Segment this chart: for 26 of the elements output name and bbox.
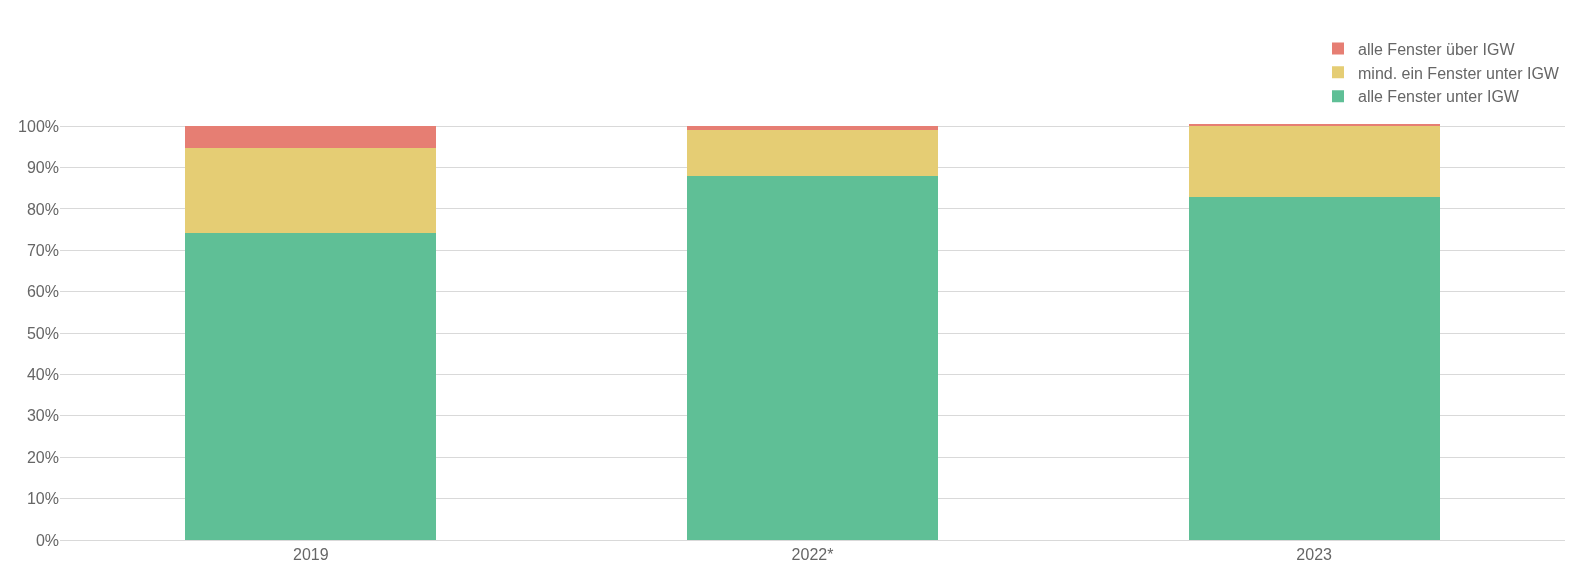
x-tick-label: 2023 [1296, 546, 1333, 564]
bar [1188, 124, 1440, 127]
bar [185, 232, 437, 540]
y-tick-label: 70% [26, 241, 59, 259]
y-tick-label: 80% [26, 200, 59, 218]
legend-label: alle Fenster über IGW [1358, 40, 1516, 58]
y-tick-label: 60% [26, 283, 59, 301]
y-tick-label: 20% [26, 448, 59, 466]
x-tick-label: 2022* [791, 546, 834, 564]
bar [185, 148, 437, 233]
y-tick-label: 100% [18, 117, 59, 135]
bar [687, 176, 938, 540]
legend-label: alle Fenster unter IGW [1358, 88, 1520, 106]
x-tick-label: 2019 [293, 546, 329, 564]
bar [1188, 126, 1440, 197]
y-tick-label: 30% [26, 407, 59, 425]
y-tick-label: 0% [35, 531, 59, 549]
y-tick-label: 90% [26, 159, 59, 177]
bar [1188, 196, 1440, 540]
bar [687, 130, 938, 177]
y-tick-label: 40% [26, 366, 59, 384]
bar [185, 126, 437, 149]
y-tick-label: 50% [26, 324, 59, 342]
bar [687, 126, 938, 131]
legend-label: mind. ein Fenster unter IGW [1358, 64, 1560, 82]
y-tick-label: 10% [26, 490, 59, 508]
